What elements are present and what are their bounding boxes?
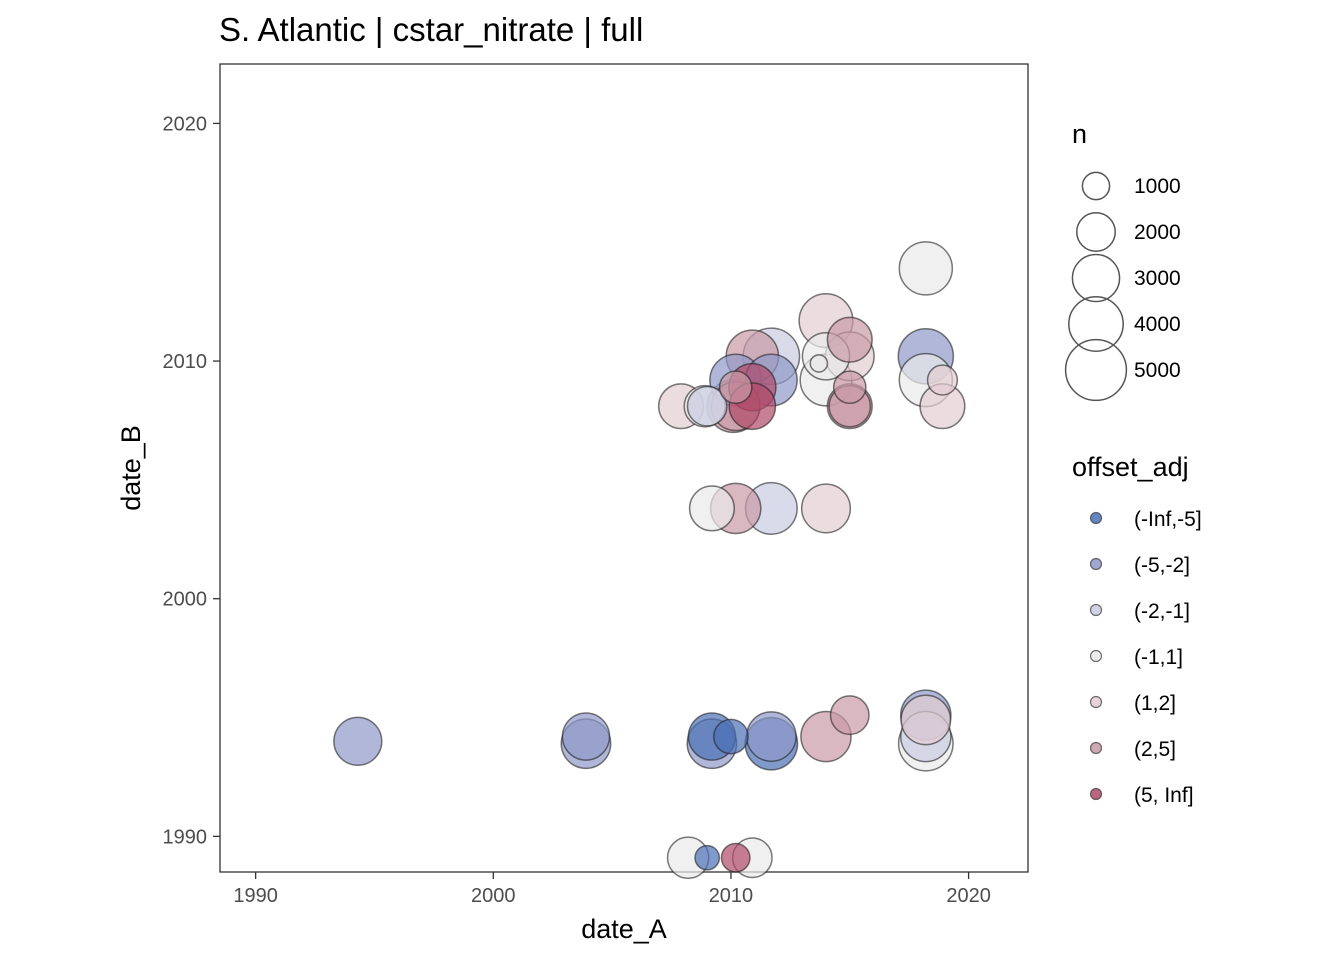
x-tick-label: 2000: [471, 885, 516, 907]
data-point: [800, 483, 852, 534]
size-legend-label: 1000: [1134, 175, 1181, 198]
color-legend-label: (1,2]: [1134, 692, 1176, 715]
x-tick-label: 1990: [233, 885, 278, 907]
data-point: [718, 370, 753, 405]
color-legend: offset_adj (-Inf,-5] (-5,-2] (-2,-1] (-1,1]…: [1072, 452, 1202, 807]
color-legend-title: offset_adj: [1072, 452, 1189, 482]
color-legend-key: [1089, 695, 1103, 709]
data-point: [561, 712, 611, 761]
color-legend-label: (2,5]: [1134, 738, 1176, 761]
size-legend-key: [1071, 253, 1121, 303]
data-point: [333, 716, 383, 766]
size-legend-label: 5000: [1134, 359, 1181, 382]
data-point: [832, 370, 867, 405]
plot-panel: 1990 2000 2010 2020 1990 2000 2010 2020: [163, 63, 1029, 907]
color-legend-key: [1089, 649, 1103, 663]
data-point: [720, 842, 751, 873]
x-tick-label: 2020: [946, 885, 991, 907]
y-axis-title: date_B: [116, 425, 146, 511]
color-legend-label: (5, Inf]: [1134, 784, 1194, 807]
color-legend-key: [1089, 741, 1103, 755]
chart-title: S. Atlantic | cstar_nitrate | full: [219, 11, 643, 48]
x-tick-label: 2010: [709, 885, 754, 907]
y-tick-label: 2000: [163, 589, 208, 611]
color-legend-label: (-5,-2]: [1134, 554, 1190, 577]
y-tick-label: 2010: [163, 351, 208, 373]
size-legend-title: n: [1072, 119, 1087, 149]
color-legend-key: [1089, 511, 1103, 525]
data-point: [688, 485, 736, 532]
size-legend-label: 4000: [1134, 313, 1181, 336]
size-legend-label: 2000: [1134, 221, 1181, 244]
color-legend-key: [1089, 603, 1103, 617]
data-point: [712, 718, 749, 755]
data-point: [809, 354, 829, 373]
size-legend-label: 3000: [1134, 267, 1181, 290]
data-point: [829, 695, 870, 736]
y-axis: 1990 2000 2010 2020: [163, 113, 220, 848]
x-axis-title: date_A: [581, 914, 667, 944]
color-legend-label: (-2,-1]: [1134, 600, 1190, 623]
data-point: [826, 316, 873, 363]
size-legend-key: [1076, 212, 1116, 252]
data-point: [745, 711, 797, 762]
data-point: [898, 241, 954, 296]
color-legend-label: (-1,1]: [1134, 646, 1183, 669]
x-axis: 1990 2000 2010 2020: [233, 872, 991, 907]
data-point: [900, 694, 952, 746]
y-tick-label: 2020: [163, 113, 208, 135]
data-point: [694, 844, 721, 871]
color-legend-key: [1089, 557, 1103, 571]
points-layer: [333, 241, 966, 880]
y-tick-label: 1990: [163, 826, 208, 848]
size-legend: n 1000 2000 3000 4000 5000: [1064, 119, 1181, 402]
size-legend-key: [1068, 296, 1124, 352]
color-legend-key: [1089, 787, 1103, 801]
size-legend-key: [1081, 171, 1111, 201]
data-point: [686, 385, 728, 427]
color-legend-label: (-Inf,-5]: [1134, 508, 1202, 531]
data-point: [926, 364, 959, 396]
size-legend-key: [1064, 338, 1128, 402]
